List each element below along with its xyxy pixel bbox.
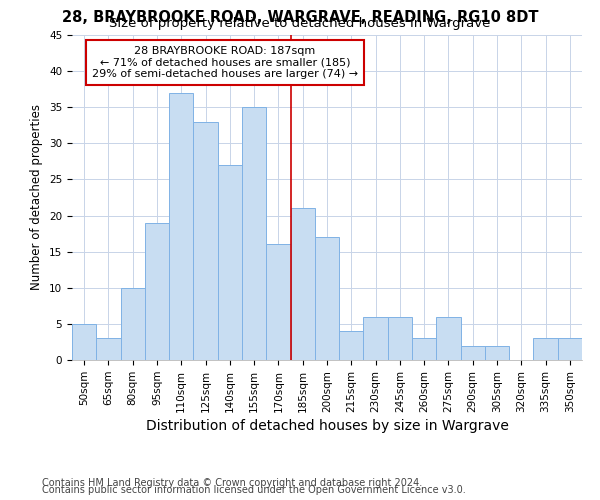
Text: Size of property relative to detached houses in Wargrave: Size of property relative to detached ho… xyxy=(109,18,491,30)
Bar xyxy=(388,316,412,360)
Bar xyxy=(218,165,242,360)
Bar xyxy=(339,331,364,360)
Bar xyxy=(485,346,509,360)
Bar xyxy=(558,338,582,360)
Bar xyxy=(242,107,266,360)
Bar xyxy=(72,324,96,360)
X-axis label: Distribution of detached houses by size in Wargrave: Distribution of detached houses by size … xyxy=(146,419,508,433)
Bar xyxy=(290,208,315,360)
Bar xyxy=(461,346,485,360)
Bar xyxy=(145,223,169,360)
Bar xyxy=(121,288,145,360)
Text: Contains public sector information licensed under the Open Government Licence v3: Contains public sector information licen… xyxy=(42,485,466,495)
Bar xyxy=(436,316,461,360)
Text: Contains HM Land Registry data © Crown copyright and database right 2024.: Contains HM Land Registry data © Crown c… xyxy=(42,478,422,488)
Bar xyxy=(412,338,436,360)
Text: 28, BRAYBROOKE ROAD, WARGRAVE, READING, RG10 8DT: 28, BRAYBROOKE ROAD, WARGRAVE, READING, … xyxy=(62,10,538,25)
Bar xyxy=(266,244,290,360)
Text: 28 BRAYBROOKE ROAD: 187sqm
← 71% of detached houses are smaller (185)
29% of sem: 28 BRAYBROOKE ROAD: 187sqm ← 71% of deta… xyxy=(92,46,358,79)
Bar xyxy=(193,122,218,360)
Bar xyxy=(315,237,339,360)
Bar xyxy=(169,93,193,360)
Bar xyxy=(96,338,121,360)
Y-axis label: Number of detached properties: Number of detached properties xyxy=(31,104,43,290)
Bar xyxy=(533,338,558,360)
Bar xyxy=(364,316,388,360)
